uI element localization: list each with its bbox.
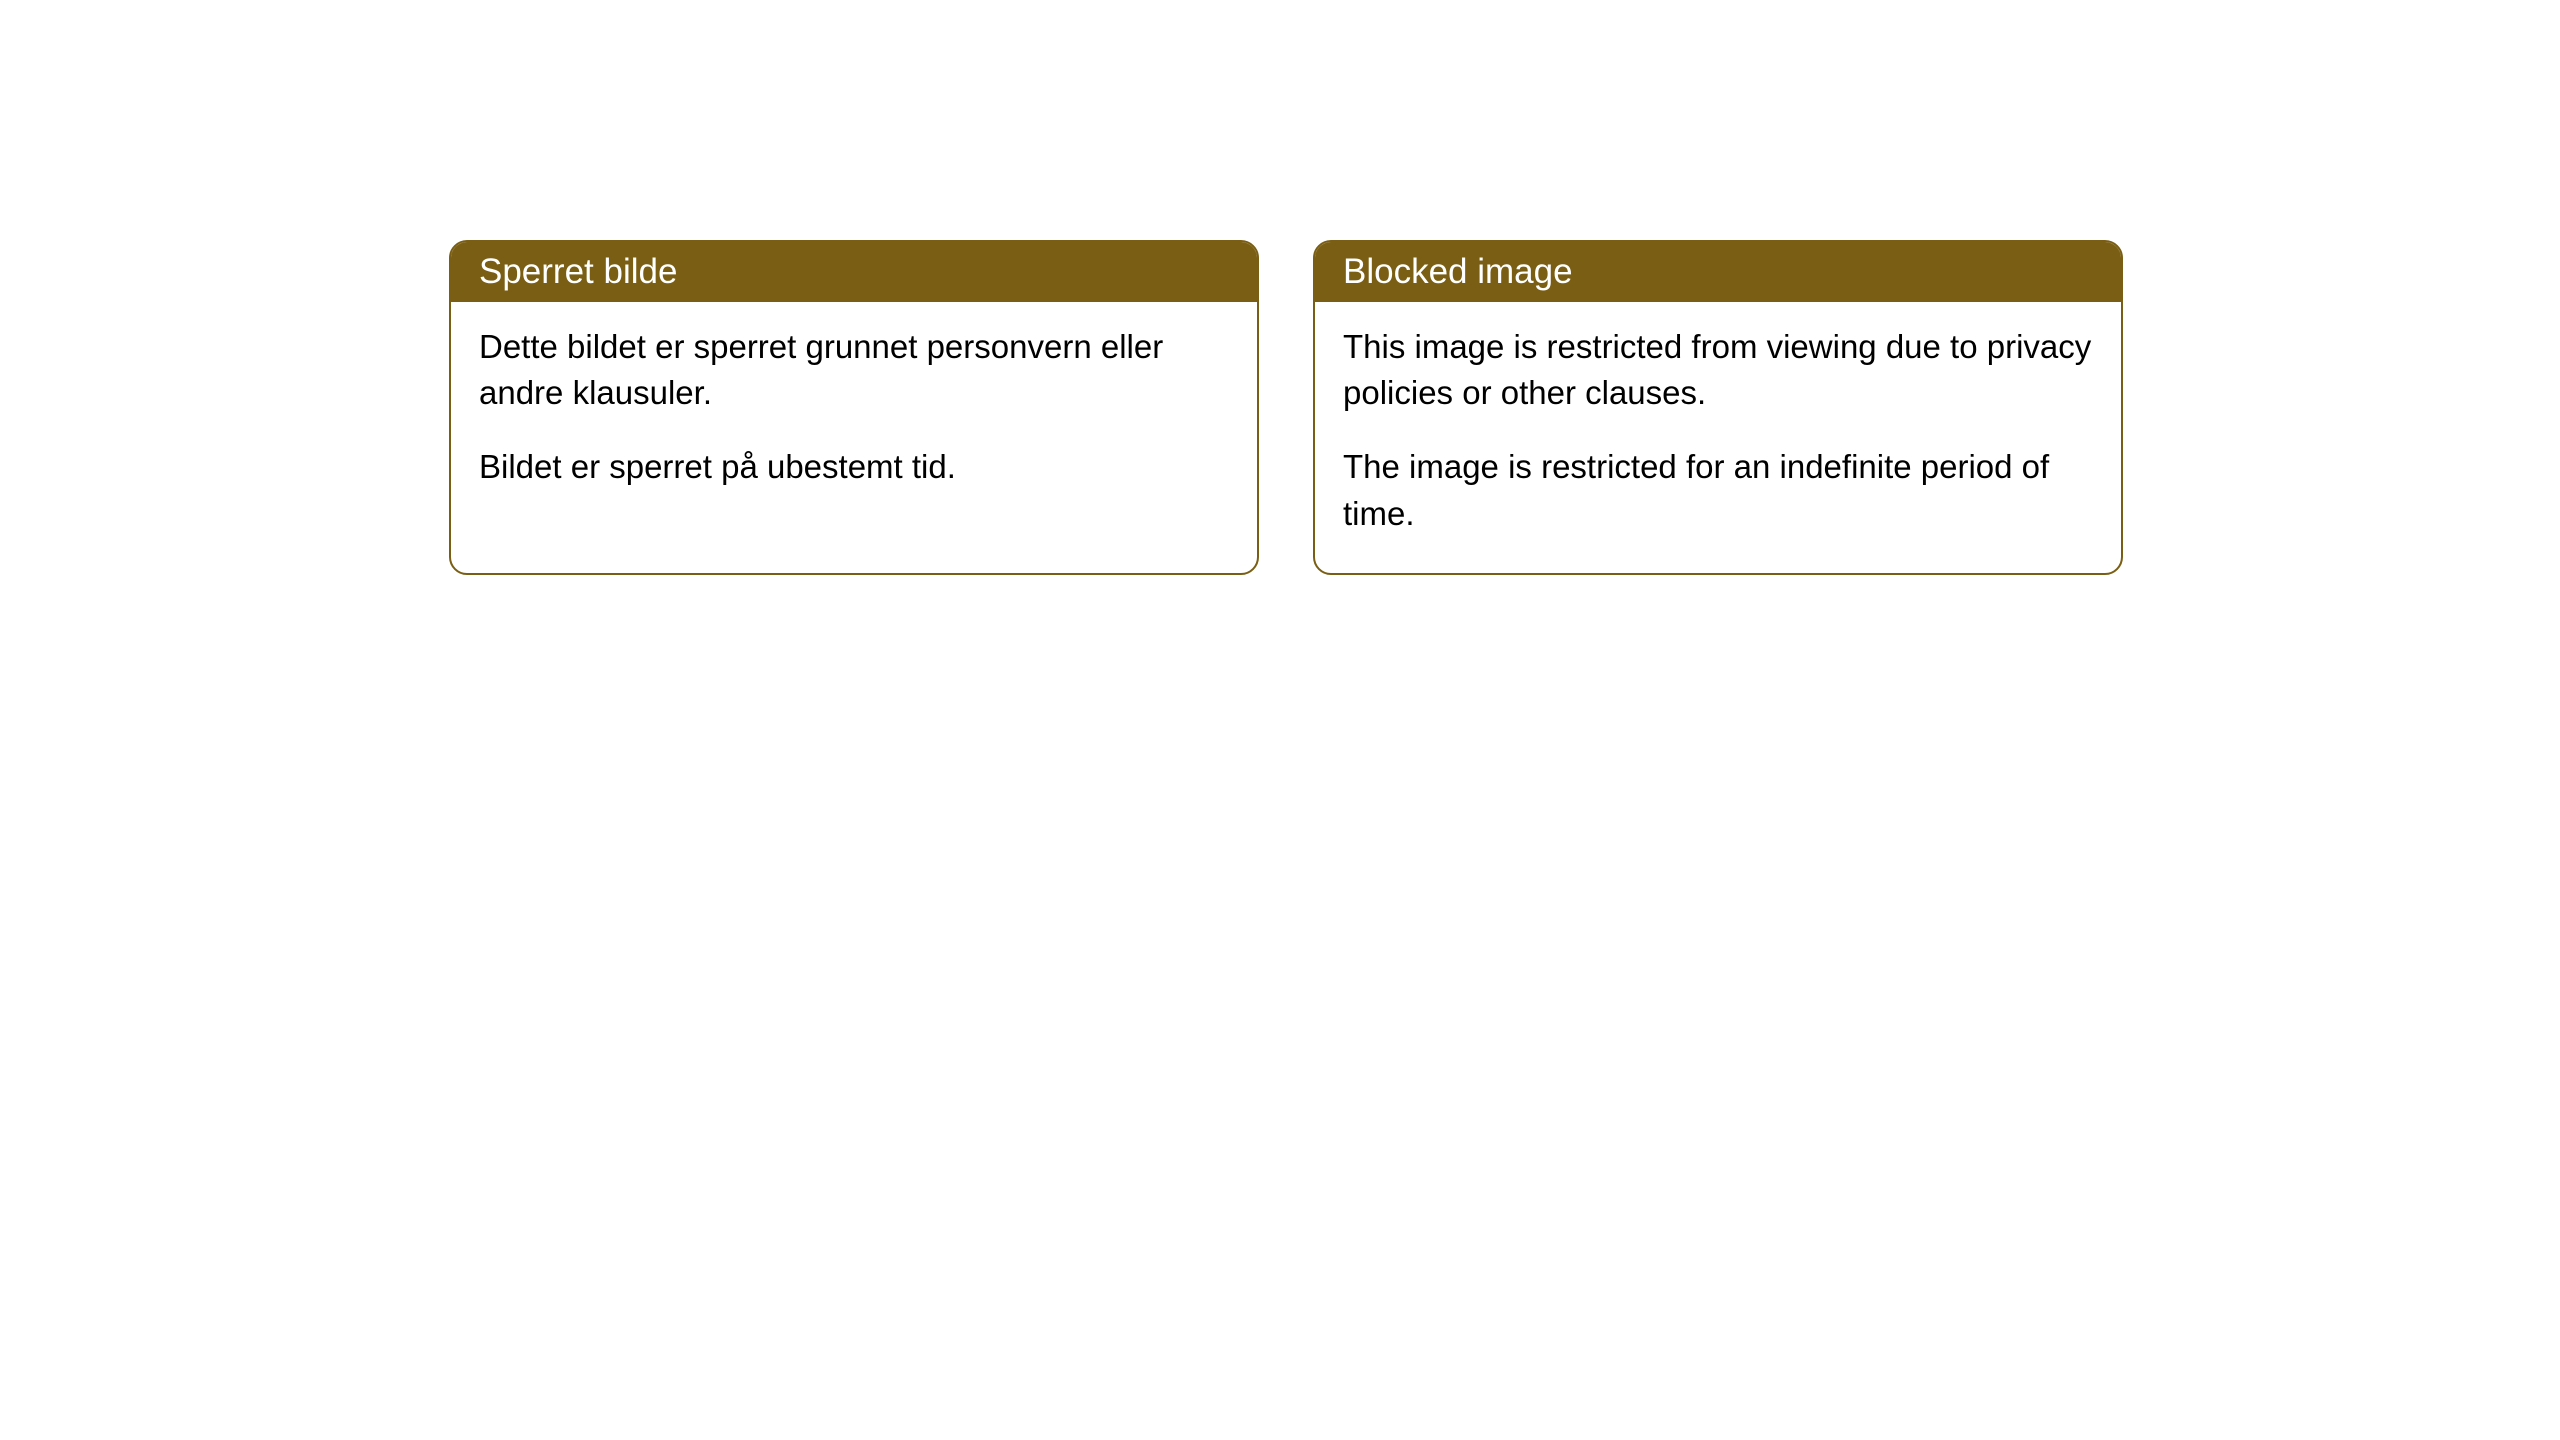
card-paragraph2-english: The image is restricted for an indefinit… bbox=[1343, 444, 2093, 536]
card-title-english: Blocked image bbox=[1343, 252, 1573, 291]
card-norwegian: Sperret bilde Dette bildet er sperret gr… bbox=[449, 240, 1259, 575]
card-header-norwegian: Sperret bilde bbox=[451, 242, 1257, 302]
card-paragraph1-english: This image is restricted from viewing du… bbox=[1343, 324, 2093, 416]
card-header-english: Blocked image bbox=[1315, 242, 2121, 302]
card-title-norwegian: Sperret bilde bbox=[479, 252, 677, 291]
card-paragraph2-norwegian: Bildet er sperret på ubestemt tid. bbox=[479, 444, 1229, 490]
card-english: Blocked image This image is restricted f… bbox=[1313, 240, 2123, 575]
cards-container: Sperret bilde Dette bildet er sperret gr… bbox=[0, 0, 2560, 575]
card-paragraph1-norwegian: Dette bildet er sperret grunnet personve… bbox=[479, 324, 1229, 416]
card-body-english: This image is restricted from viewing du… bbox=[1315, 302, 2121, 573]
card-body-norwegian: Dette bildet er sperret grunnet personve… bbox=[451, 302, 1257, 527]
